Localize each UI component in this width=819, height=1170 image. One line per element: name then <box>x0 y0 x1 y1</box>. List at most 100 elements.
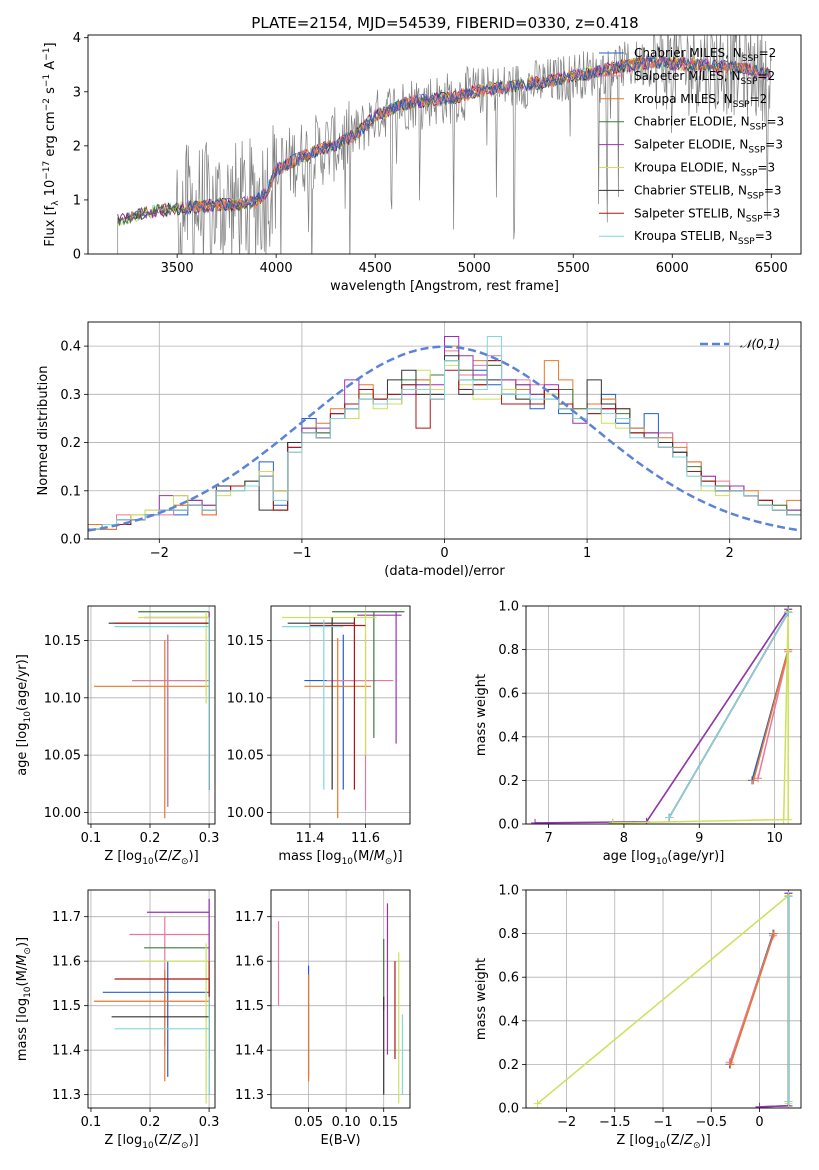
x-axis-label: Z [log10(Z/Z⊙)] <box>104 849 198 867</box>
label-part: 10 <box>142 1141 154 1151</box>
legend-label: Kroupa MILES, NSSP=2 <box>634 92 767 110</box>
plot-area-mass_vs_EBV <box>277 903 404 1104</box>
label-part: =3 <box>764 183 782 197</box>
label-part: (data-model)/error <box>384 564 505 579</box>
label-part: age [ <box>15 742 30 775</box>
panel-spectrum: 3500 4000 4500 5000 5500 6000 6500 0 1 2 3 4 Chabrie… <box>42 31 802 294</box>
x-tick-label: −1.5 <box>599 1115 631 1130</box>
plot-area-mass_vs_Z <box>93 898 210 1104</box>
legend-label: Salpeter ELODIE, NSSP=3 <box>634 138 783 156</box>
x-tick-label: 4500 <box>359 261 392 276</box>
x-tick-label: 11.6 <box>351 831 380 846</box>
label-part: Kroupa ELODIE, N <box>634 161 741 175</box>
label-part: =3 <box>766 115 784 129</box>
x-tick-label: 9 <box>695 831 703 846</box>
weight-marker <box>784 608 793 617</box>
label-part: log <box>636 849 656 864</box>
y-tick-label: 10.15 <box>227 634 264 649</box>
label-part: ] <box>43 42 58 47</box>
weight-marker <box>531 818 540 824</box>
label-part: SSP <box>733 100 750 110</box>
label-part: 10 <box>142 857 154 867</box>
label-part: −2 <box>42 98 52 111</box>
panel-residuals: −2 −1 0 1 2 0.0 0.1 0.2 0.3 0.4 𝒩(0,1) (data-model)… <box>36 321 802 579</box>
y-tick-label: 10.05 <box>227 749 264 764</box>
legend-label: Chabrier MILES, NSSP=2 <box>634 46 776 64</box>
y-axis-label: age [log10(age/yr)] <box>15 654 33 776</box>
y-tick-label: 11.4 <box>52 1044 81 1059</box>
y-tick-label: 0.8 <box>498 927 519 942</box>
axes-frame <box>270 605 411 825</box>
weight-line-kroupa-miles <box>752 649 789 781</box>
label-part: )] <box>701 1133 711 1148</box>
label-part: log <box>634 1133 654 1148</box>
label-part: =3 <box>763 206 781 220</box>
weight-line-kroupa-elodie <box>612 611 789 824</box>
x-tick-label: 6000 <box>656 261 689 276</box>
axes-frame <box>525 605 802 825</box>
model-line-chabrier-miles <box>185 55 771 216</box>
y-tick-label: 10.00 <box>44 806 81 821</box>
label-part: −1 <box>42 74 52 87</box>
legend-label-normal: 𝒩(0,1) <box>740 337 780 351</box>
label-part: λ <box>51 200 61 206</box>
weight-marker <box>755 1102 764 1108</box>
x-tick-label: 1 <box>583 546 591 561</box>
legend-label: Kroupa ELODIE, NSSP=3 <box>634 161 775 179</box>
y-tick-label: 11.4 <box>235 1044 264 1059</box>
x-tick-label: 0.10 <box>332 1115 361 1130</box>
x-tick-label: 11.4 <box>295 831 324 846</box>
y-tick-label: 3 <box>73 85 81 100</box>
y-tick-label: 10.10 <box>227 691 264 706</box>
y-tick-label: 0.3 <box>60 388 81 403</box>
label-part: )] <box>189 1133 199 1148</box>
x-tick-label: 5500 <box>557 261 590 276</box>
panel-mass_vs_EBV: 0.05 0.10 0.15 11.3 11.4 11.5 11.6 11.7 E(B-V) <box>235 889 411 1148</box>
label-part: (age/yr)] <box>667 849 724 864</box>
y-tick-label: 11.5 <box>235 999 264 1014</box>
histogram-step-kroupa-stelib <box>88 335 801 539</box>
x-tick-label: 0 <box>440 546 448 561</box>
x-axis-label: E(B-V) <box>320 1133 360 1148</box>
weight-marker <box>784 815 793 824</box>
x-tick-label: −0.5 <box>695 1115 727 1130</box>
label-part: ⊙ <box>181 1141 189 1151</box>
y-tick-label: 4 <box>73 31 81 46</box>
label-part: s <box>43 87 58 98</box>
y-tick-label: 11.5 <box>52 999 81 1014</box>
label-part: (Z/ <box>154 1133 173 1148</box>
x-tick-label: 0.2 <box>140 831 161 846</box>
axes-frame <box>87 321 802 540</box>
y-tick-label: 0.1 <box>60 484 81 499</box>
label-part: mass [ <box>278 849 321 864</box>
y-tick-label: 2 <box>73 139 81 154</box>
label-part: wavelength [Angstrom, rest frame] <box>330 279 559 294</box>
x-axis-label: (data-model)/error <box>384 564 505 579</box>
y-tick-label: 10.05 <box>44 749 81 764</box>
label-part: (Z/ <box>154 849 173 864</box>
x-tick-label: 0.1 <box>81 1115 102 1130</box>
label-part: =3 <box>765 138 783 152</box>
x-tick-label: 0.05 <box>294 1115 323 1130</box>
label-part: =3 <box>755 229 773 243</box>
weight-marker <box>749 776 758 785</box>
weight-line-kroupa-miles <box>729 933 775 1065</box>
label-part: E(B-V) <box>320 1133 360 1148</box>
label-part: SSP <box>748 146 765 156</box>
label-part: mass weight <box>474 958 489 1040</box>
label-part: mass weight <box>474 674 489 756</box>
y-tick-label: 0.2 <box>498 1058 519 1073</box>
x-tick-label: 3500 <box>161 261 194 276</box>
x-tick-label: 8 <box>620 831 628 846</box>
label-part: −17 <box>42 161 52 180</box>
label-part: Z <box>683 1133 694 1148</box>
label-part: ⊙ <box>23 947 33 955</box>
legend-label: Chabrier ELODIE, NSSP=3 <box>634 115 784 133</box>
x-axis-label: age [log10(age/yr)] <box>603 849 725 867</box>
y-tick-label: 11.3 <box>52 1088 81 1103</box>
label-part: Salpeter STELIB, N <box>634 206 746 220</box>
y-tick-label: 11.7 <box>235 910 264 925</box>
y-axis-label: Flux [fλ 10−17 erg cm−2 s−1 A−1] <box>42 42 61 246</box>
label-part: −1 <box>42 48 52 61</box>
